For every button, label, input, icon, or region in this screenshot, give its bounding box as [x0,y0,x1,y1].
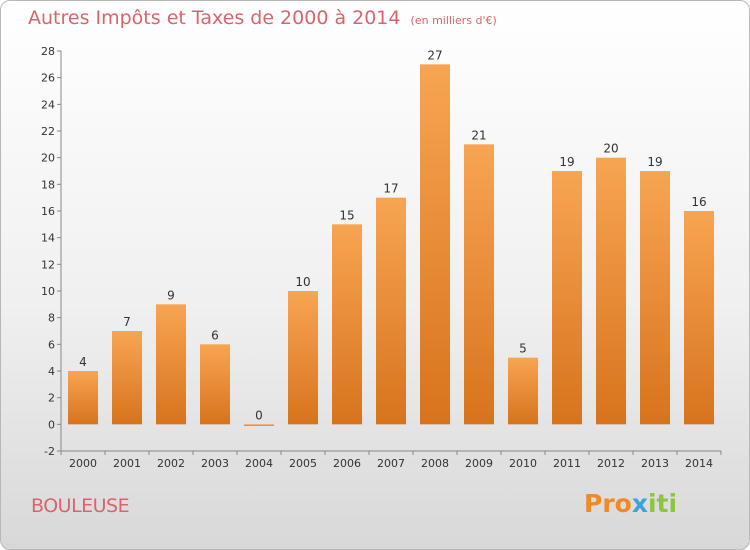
y-tick-label: 12 [41,258,55,271]
proxiti-logo[interactable]: Proxiti [584,489,677,518]
y-tick-label: 0 [48,418,55,431]
x-tick-label: 2005 [289,457,317,470]
x-tick-label: 2009 [465,457,493,470]
y-tick-label: 6 [48,338,55,351]
chart-unit-note: (en milliers d'€) [410,14,497,27]
bar [200,344,230,425]
value-label: 10 [295,275,310,289]
value-label: 0 [255,408,263,422]
commune-name: BOULEUSE [31,495,130,517]
value-label: 16 [691,195,706,209]
value-label: 15 [339,208,354,222]
y-tick-label: 24 [41,98,55,111]
x-tick-label: 2010 [509,457,537,470]
bar [288,291,318,425]
x-tick-label: 2013 [641,457,669,470]
x-tick-label: 2012 [597,457,625,470]
y-tick-label: 18 [41,178,55,191]
y-tick-label: 10 [41,285,55,298]
x-tick-label: 2001 [113,457,141,470]
value-label: 4 [79,355,87,369]
logo-part-1: Pro [584,489,632,518]
value-label: 19 [559,155,574,169]
x-tick-label: 2004 [245,457,273,470]
x-tick-label: 2014 [685,457,713,470]
bar [420,64,450,425]
y-tick-label: 14 [41,232,55,245]
y-tick-label: 26 [41,72,55,85]
chart-title: Autres Impôts et Taxes de 2000 à 2014 (e… [28,7,497,29]
x-tick-label: 2011 [553,457,581,470]
bar [640,171,670,425]
value-label: 6 [211,328,219,342]
bar [508,357,538,425]
value-label: 20 [603,142,618,156]
x-tick-label: 2008 [421,457,449,470]
x-tick-label: 2006 [333,457,361,470]
x-tick-label: 2000 [69,457,97,470]
y-tick-label: 20 [41,152,55,165]
logo-part-3: iti [647,489,678,518]
bar [596,157,626,425]
bar [68,371,98,425]
chart-bars [68,64,714,426]
value-label: 19 [647,155,662,169]
bar [552,171,582,425]
y-tick-label: -2 [44,445,55,458]
value-label: 17 [383,182,398,196]
bar [112,331,142,425]
x-tick-label: 2002 [157,457,185,470]
bar [684,211,714,425]
chart-value-labels: 4 7 9 6 0 10 15 17 27 21 5 19 20 19 16 [79,48,706,422]
value-label: 7 [123,315,131,329]
bar [156,304,186,425]
y-tick-label: 22 [41,125,55,138]
bar [464,144,494,425]
y-tick-label: 28 [41,45,55,58]
value-label: 21 [471,128,486,142]
chart-title-text: Autres Impôts et Taxes de 2000 à 2014 [28,7,401,29]
logo-part-2: x [631,489,648,518]
y-tick-label: 8 [48,312,55,325]
bar [244,424,274,426]
bar [332,224,362,425]
value-label: 5 [519,342,527,356]
x-tick-label: 2003 [201,457,229,470]
bar [376,197,406,425]
y-tick-label: 2 [48,392,55,405]
value-label: 9 [167,288,175,302]
y-tick-label: 16 [41,205,55,218]
value-label: 27 [427,48,442,62]
y-tick-label: 4 [48,365,55,378]
x-tick-label: 2007 [377,457,405,470]
